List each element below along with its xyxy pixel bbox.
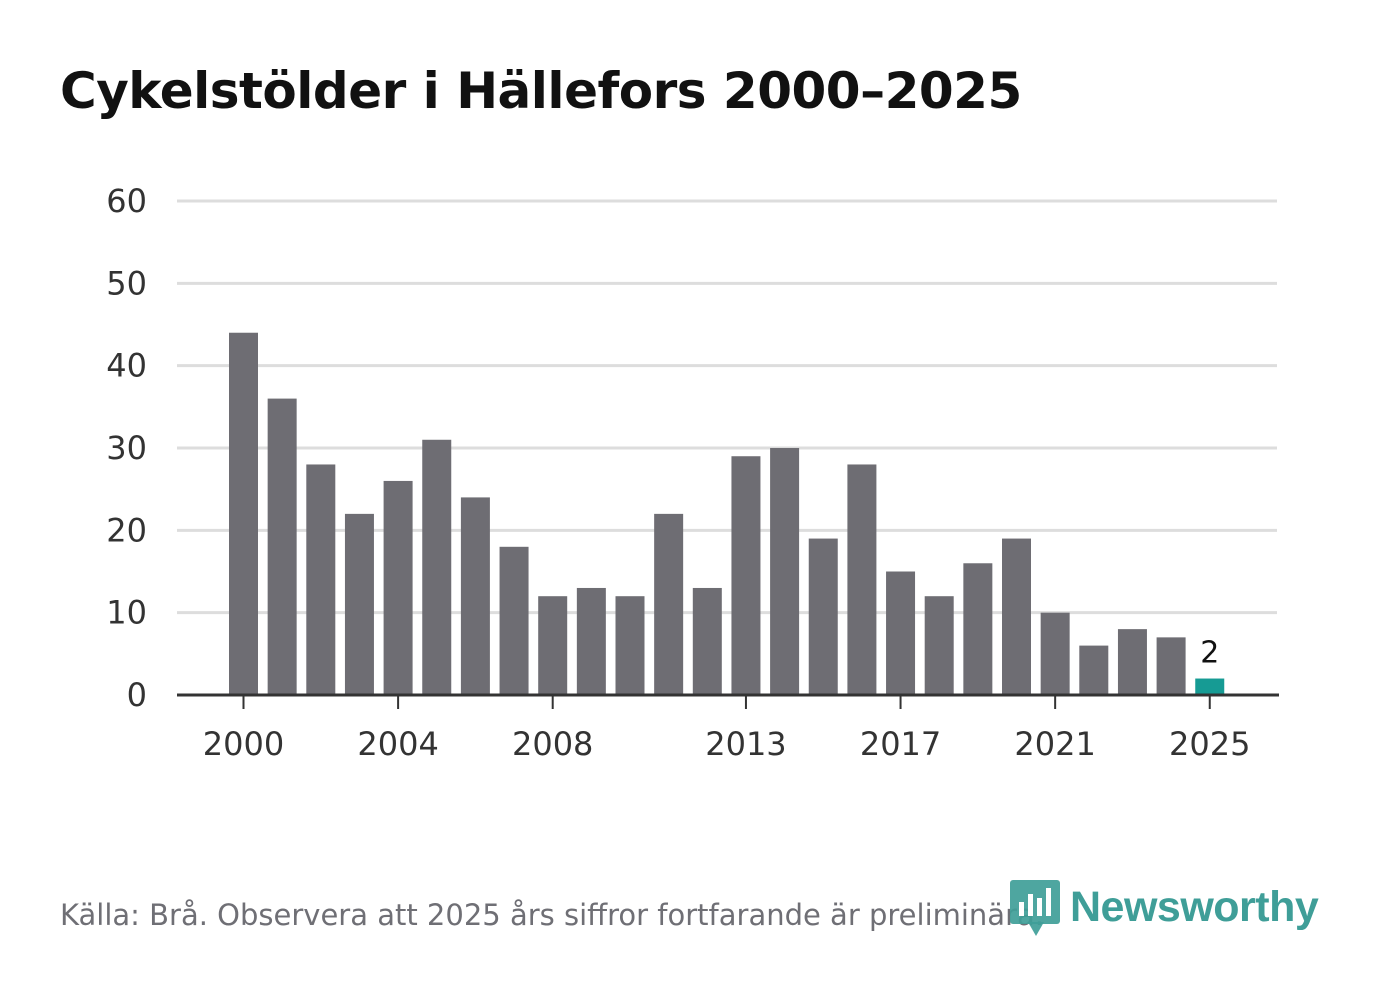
source-note: Källa: Brå. Observera att 2025 års siffr… xyxy=(60,898,1044,932)
y-tick-label: 30 xyxy=(106,429,147,467)
y-tick-label: 0 xyxy=(127,676,147,714)
bars xyxy=(229,332,1225,695)
bar-2009 xyxy=(576,587,606,695)
bar-2010 xyxy=(615,596,645,695)
x-tick-label: 2025 xyxy=(1169,725,1250,763)
bar-2008 xyxy=(538,596,568,695)
gridlines xyxy=(177,199,1277,615)
bar-2014 xyxy=(770,448,800,695)
y-tick-label: 60 xyxy=(106,182,147,220)
bar-2017 xyxy=(886,571,916,695)
x-tick-label: 2008 xyxy=(512,725,593,763)
y-tick-label: 40 xyxy=(106,347,147,385)
x-tick-label: 2017 xyxy=(860,725,941,763)
bar-2002 xyxy=(306,464,336,695)
annotations: 2 xyxy=(1200,636,1219,671)
x-tick-label: 2000 xyxy=(203,725,284,763)
bar-2023 xyxy=(1117,629,1147,695)
bar-2025 xyxy=(1195,678,1225,695)
y-tick-label: 50 xyxy=(106,264,147,302)
chart-title: Cykelstölder i Hällefors 2000–2025 xyxy=(60,62,1022,120)
bar-2016 xyxy=(847,464,877,695)
x-tick-label: 2013 xyxy=(705,725,786,763)
bar-2024 xyxy=(1156,637,1186,695)
y-tick-label: 10 xyxy=(106,594,147,632)
newsworthy-logo-text: Newsworthy xyxy=(1070,882,1319,931)
bar-2006 xyxy=(460,497,490,695)
x-axis-ticks: 2000 2004 2008 2013 2017 2021 2025 xyxy=(203,695,1250,763)
bar-2005 xyxy=(422,439,452,695)
bar-2011 xyxy=(654,513,684,695)
bar-2003 xyxy=(344,513,374,695)
data-label-2025: 2 xyxy=(1200,636,1219,671)
bar-2012 xyxy=(692,587,722,695)
bar-2000 xyxy=(229,332,258,695)
bar-2013 xyxy=(731,456,761,695)
newsworthy-logo-icon xyxy=(1010,880,1060,936)
bar-2019 xyxy=(963,563,993,695)
x-tick-label: 2021 xyxy=(1014,725,1095,763)
bar-2004 xyxy=(383,480,413,695)
bar-2021 xyxy=(1040,612,1070,695)
bar-2001 xyxy=(267,398,297,695)
x-tick-label: 2004 xyxy=(357,725,438,763)
y-tick-label: 20 xyxy=(106,511,147,549)
bar-2015 xyxy=(808,538,838,695)
y-axis-ticks: 0 10 20 30 40 50 60 xyxy=(106,182,147,714)
bar-2020 xyxy=(1002,538,1031,695)
bar-2018 xyxy=(924,596,954,695)
bar-2022 xyxy=(1079,645,1109,695)
bar-2007 xyxy=(499,546,529,695)
newsworthy-logo: Newsworthy xyxy=(1010,876,1319,938)
